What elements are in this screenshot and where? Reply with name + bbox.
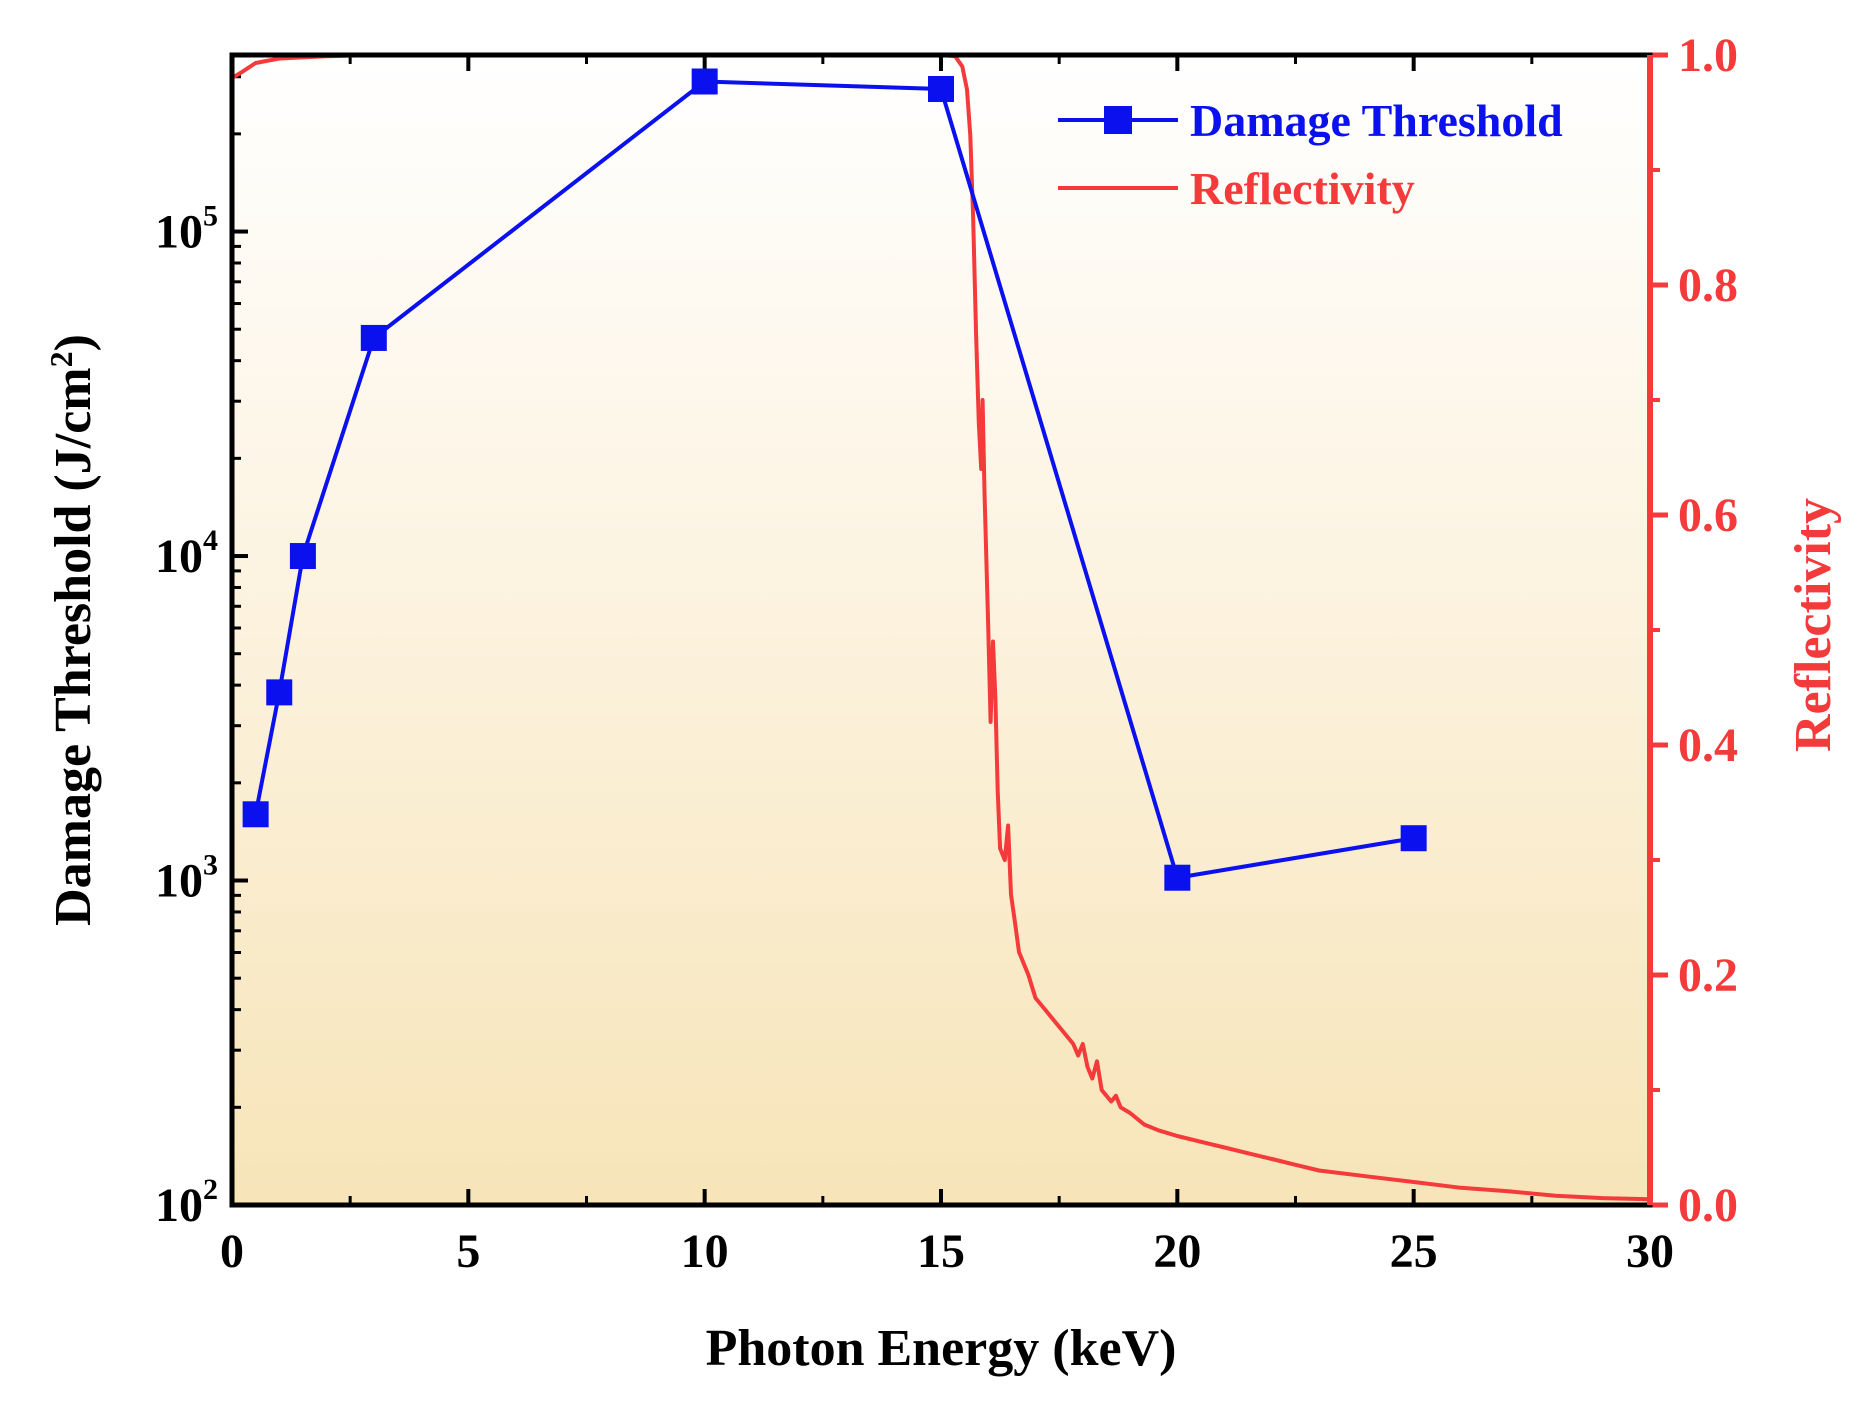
plot-background <box>232 55 1650 1205</box>
damage-threshold-point <box>691 68 718 95</box>
y-left-tick-label: 102 <box>155 1173 218 1232</box>
reflectivity-line <box>232 55 1650 1202</box>
x-tick-label: 5 <box>456 1225 480 1278</box>
legend-damage-label: Damage Threshold <box>1190 95 1563 146</box>
y-axis-left-title-sup: 2 <box>43 351 79 367</box>
damage-threshold-point <box>289 543 316 570</box>
y-left-tick-label: 103 <box>155 849 218 908</box>
x-tick-label: 30 <box>1626 1225 1674 1278</box>
damage-threshold-point <box>360 324 387 351</box>
y-right-tick-label: 0.0 <box>1678 1179 1738 1232</box>
y-axis-right-title: Reflectivity <box>1785 498 1842 752</box>
legend-damage-marker <box>1104 106 1132 134</box>
y-axis-left-title: Damage Threshold (J/cm2) <box>43 334 102 926</box>
y-right-tick-label: 1.0 <box>1678 29 1738 82</box>
x-tick-label: 15 <box>917 1225 965 1278</box>
y-axis-left-title-main: Damage Threshold (J/cm <box>45 367 102 926</box>
y-left-tick-label: 104 <box>155 524 218 583</box>
reflectivity-series <box>232 55 1650 1202</box>
x-tick-label: 25 <box>1390 1225 1438 1278</box>
y-right-tick-label: 0.8 <box>1678 259 1738 312</box>
damage-threshold-line <box>253 79 1415 880</box>
damage-threshold-series <box>242 68 1427 891</box>
y-right-tick-label: 0.6 <box>1678 489 1738 542</box>
y-left-tick-label: 105 <box>155 200 218 259</box>
damage-threshold-point <box>1164 864 1191 891</box>
damage-threshold-point <box>1400 825 1427 852</box>
damage-threshold-point <box>242 801 269 828</box>
y-right-tick-label: 0.2 <box>1678 949 1738 1002</box>
x-axis-title: Photon Energy (keV) <box>706 1320 1177 1377</box>
damage-threshold-point <box>266 679 293 706</box>
legend-reflectivity-label: Reflectivity <box>1190 163 1415 214</box>
x-tick-label: 10 <box>681 1225 729 1278</box>
y-right-tick-label: 0.4 <box>1678 719 1738 772</box>
x-tick-label: 0 <box>220 1225 244 1278</box>
x-tick-label: 20 <box>1153 1225 1201 1278</box>
y-axis-left-title-close: ) <box>45 334 102 351</box>
legend: Damage Threshold Reflectivity <box>1058 95 1563 214</box>
tick-labels: 0 5 10 15 20 25 30 102 103 104 105 0.0 0.2 0.4 0.6 0.8 1… <box>155 29 1738 1278</box>
damage-threshold-point <box>928 75 954 102</box>
